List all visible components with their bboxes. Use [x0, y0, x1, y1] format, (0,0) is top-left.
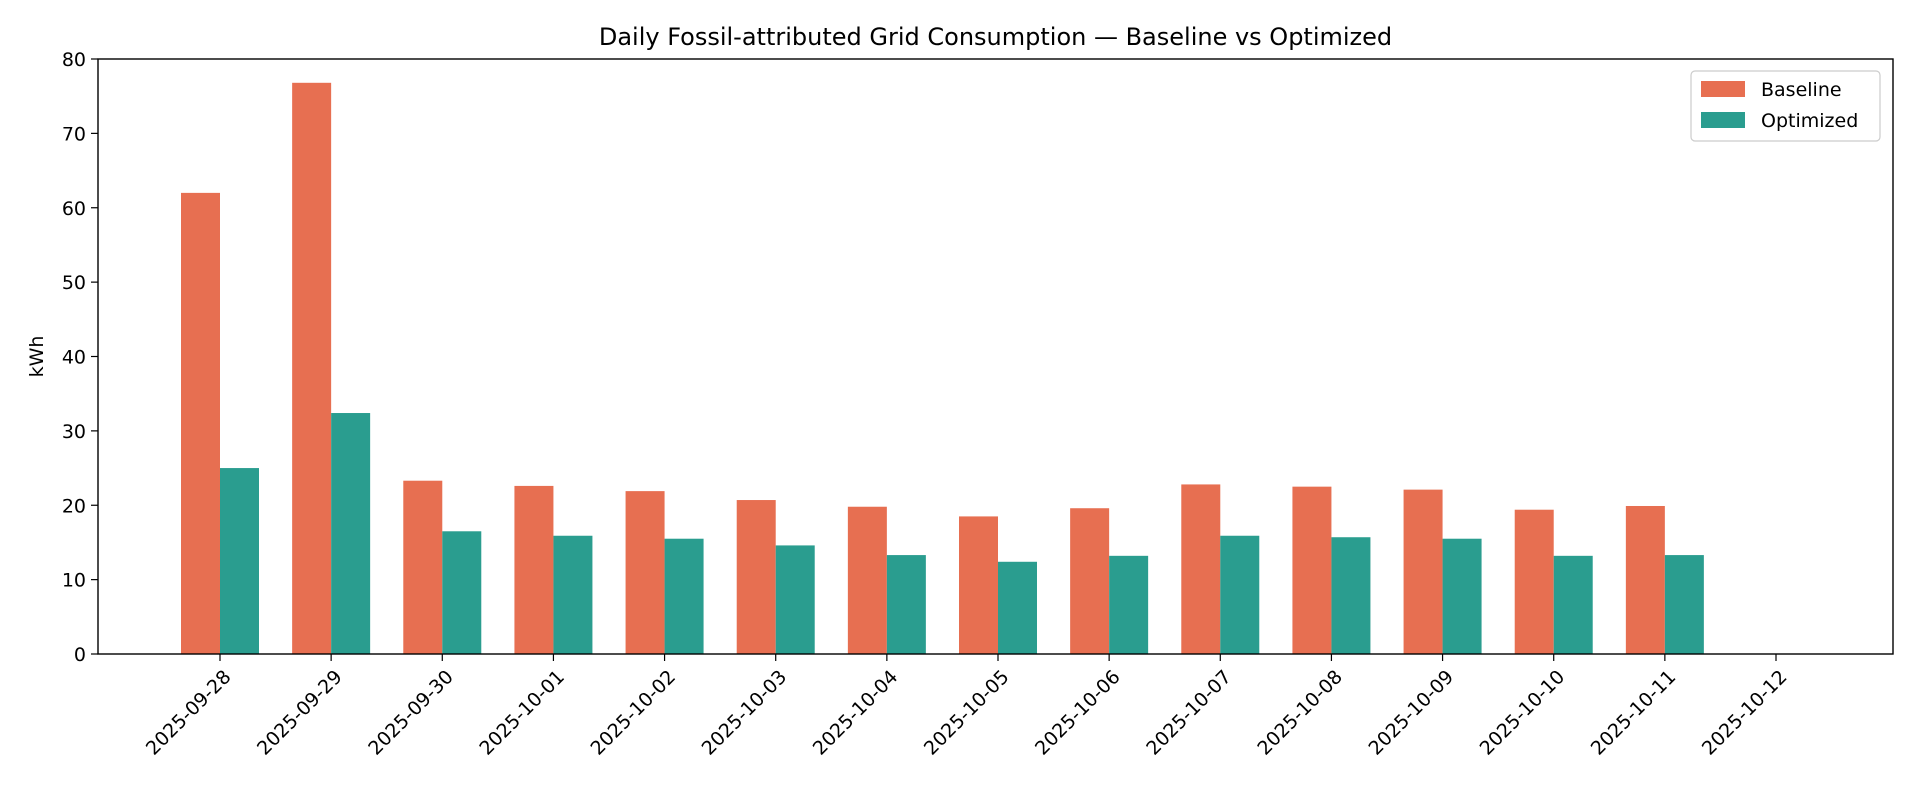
y-tick-label: 40 — [62, 347, 86, 369]
x-tick-label: 2025-10-11 — [1587, 666, 1681, 760]
bar-baseline-2025-10-11 — [1625, 505, 1665, 654]
bar-optimized-2025-10-01 — [553, 535, 593, 654]
bar-baseline-2025-10-09 — [1403, 489, 1443, 654]
bar-optimized-2025-10-04 — [886, 555, 926, 654]
x-tick-label: 2025-10-04 — [809, 666, 903, 760]
bar-optimized-2025-10-11 — [1664, 555, 1704, 654]
bar-baseline-2025-10-04 — [847, 506, 887, 654]
x-tick-label: 2025-09-29 — [253, 666, 347, 760]
y-tick-label: 50 — [62, 272, 86, 294]
legend-label-baseline: Baseline — [1761, 79, 1842, 101]
x-tick-label: 2025-10-12 — [1698, 666, 1792, 760]
bar-optimized-2025-10-02 — [664, 538, 704, 654]
y-tick-label: 70 — [62, 123, 86, 145]
x-tick-label: 2025-10-08 — [1253, 666, 1347, 760]
x-tick-label: 2025-10-01 — [475, 666, 569, 760]
bar-baseline-2025-10-06 — [1070, 508, 1110, 654]
x-tick-label: 2025-09-30 — [364, 666, 458, 760]
bar-baseline-2025-10-03 — [736, 500, 776, 654]
bar-optimized-2025-09-29 — [331, 413, 371, 654]
bar-baseline-2025-09-28 — [181, 192, 220, 654]
bar-optimized-2025-10-07 — [1220, 535, 1260, 654]
bar-optimized-2025-10-08 — [1331, 537, 1371, 654]
x-tick-label: 2025-10-03 — [698, 666, 792, 760]
x-tick-label: 2025-10-09 — [1364, 666, 1458, 760]
bar-baseline-2025-10-10 — [1514, 509, 1554, 654]
bar-baseline-2025-10-02 — [625, 491, 665, 654]
x-tick-label: 2025-10-02 — [586, 666, 680, 760]
x-tick-label: 2025-09-28 — [142, 666, 236, 760]
bar-baseline-2025-10-05 — [959, 516, 998, 654]
x-tick-label: 2025-10-07 — [1142, 666, 1236, 760]
x-tick-label: 2025-10-10 — [1476, 666, 1570, 760]
legend-label-optimized: Optimized — [1761, 110, 1858, 132]
bar-optimized-2025-09-28 — [220, 468, 259, 654]
bar-optimized-2025-10-06 — [1109, 555, 1149, 654]
bar-baseline-2025-10-08 — [1292, 486, 1332, 654]
bar-optimized-2025-09-30 — [442, 531, 482, 654]
y-tick-label: 60 — [62, 198, 86, 220]
chart-title: Daily Fossil-attributed Grid Consumption… — [599, 23, 1392, 51]
legend-swatch-baseline — [1701, 81, 1745, 97]
x-tick-label: 2025-10-06 — [1031, 666, 1125, 760]
y-tick-label: 0 — [74, 644, 86, 666]
bar-baseline-2025-09-30 — [403, 480, 443, 654]
y-tick-label: 10 — [62, 570, 86, 592]
bar-optimized-2025-10-03 — [775, 545, 815, 654]
bar-baseline-2025-09-29 — [292, 82, 332, 655]
legend-swatch-optimized — [1701, 112, 1745, 128]
y-tick-label: 30 — [62, 421, 86, 443]
x-tick-label: 2025-10-05 — [920, 666, 1014, 760]
y-tick-label: 80 — [62, 49, 86, 71]
y-tick-label: 20 — [62, 495, 86, 517]
y-axis-label: kWh — [26, 336, 48, 378]
bar-optimized-2025-10-05 — [998, 561, 1037, 654]
y-axis-label-group: kWh — [26, 336, 48, 378]
legend: Baseline Optimized — [1690, 70, 1881, 142]
bar-baseline-2025-10-01 — [514, 485, 554, 654]
bar-optimized-2025-10-10 — [1553, 555, 1593, 654]
bar-optimized-2025-10-09 — [1442, 538, 1482, 654]
bar-baseline-2025-10-07 — [1181, 484, 1221, 654]
